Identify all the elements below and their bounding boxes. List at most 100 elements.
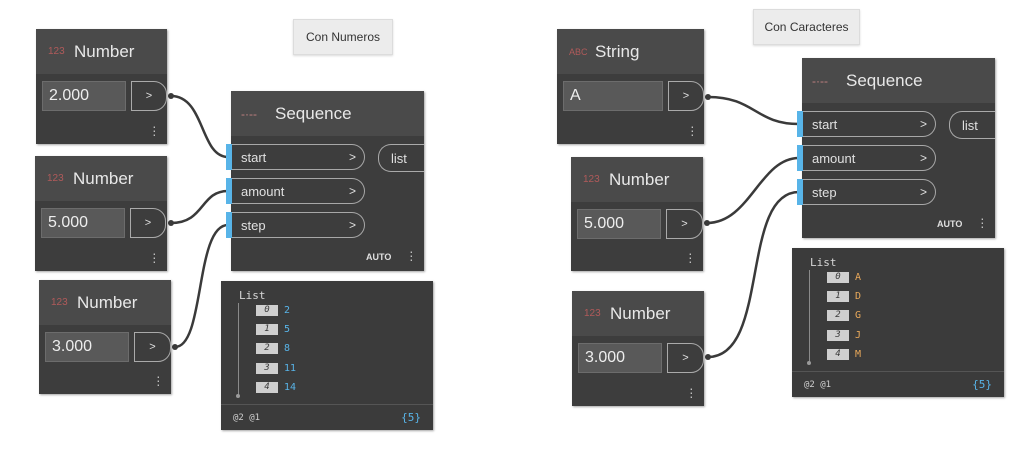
wire-endpoint: [168, 220, 174, 226]
wire-endpoint: [704, 220, 710, 226]
list-item: 1 D: [827, 289, 861, 303]
item-index: 3: [827, 329, 849, 341]
number-value-field[interactable]: 3.000: [578, 343, 662, 373]
node-menu-icon[interactable]: · · ·: [688, 245, 693, 269]
output-port[interactable]: >: [666, 209, 703, 239]
string-value-field[interactable]: A: [563, 81, 663, 111]
output-port[interactable]: >: [668, 81, 704, 111]
output-port[interactable]: >: [131, 81, 167, 111]
watch-preview: List 0 A 1 D 2 G 3 J 4 M @2 @1 {5}: [792, 248, 1004, 397]
input-port-step[interactable]: step >: [797, 179, 936, 205]
port-arrow: >: [348, 150, 356, 164]
input-port-amount[interactable]: amount >: [797, 145, 936, 171]
number-value-field[interactable]: 2.000: [42, 81, 126, 111]
node-title: String: [595, 41, 640, 61]
number-node[interactable]: 123 Number 3.000 > · · ·: [572, 291, 704, 406]
node-title: Number: [77, 292, 138, 312]
preview-tree-line: [809, 270, 810, 364]
node-header[interactable]: -·-- Sequence: [231, 91, 424, 136]
sequence-type-icon: -·--: [812, 73, 828, 88]
list-levels[interactable]: @2 @1: [233, 412, 261, 423]
number-node[interactable]: 123 Number 3.000 > · · ·: [39, 280, 171, 394]
number-node[interactable]: 123 Number 2.000 > · · ·: [36, 29, 167, 144]
port-arrow: >: [919, 117, 927, 131]
node-header[interactable]: ABC String: [557, 29, 704, 74]
number-node[interactable]: 123 Number 5.000 > · · ·: [35, 156, 167, 271]
node-menu-icon[interactable]: · · ·: [690, 118, 695, 142]
node-menu-icon[interactable]: · · ·: [689, 380, 694, 404]
input-port-step[interactable]: step >: [226, 212, 365, 238]
port-arrow: >: [348, 218, 356, 232]
number-value-field[interactable]: 3.000: [45, 332, 129, 362]
number-node[interactable]: 123 Number 5.000 > · · ·: [571, 157, 703, 271]
preview-footer: @2 @1 {5}: [792, 371, 1004, 397]
item-value: D: [855, 290, 862, 302]
output-port[interactable]: >: [667, 343, 704, 373]
item-value: 8: [284, 342, 291, 354]
wire-endpoint: [705, 354, 711, 360]
node-menu-icon[interactable]: · · ·: [409, 243, 414, 267]
number-value-field[interactable]: 5.000: [41, 208, 125, 238]
item-value: G: [855, 309, 862, 321]
list-levels[interactable]: @2 @1: [804, 379, 832, 390]
input-port-amount[interactable]: amount >: [226, 178, 365, 204]
list-item: 0 2: [256, 303, 290, 317]
list-item: 2 G: [827, 308, 861, 322]
number-type-icon: 123: [48, 46, 65, 57]
port-name: start: [241, 149, 267, 165]
wire-endpoint: [705, 94, 711, 100]
node-header[interactable]: -·-- Sequence: [802, 58, 995, 103]
port-arrow: >: [919, 185, 927, 199]
item-index: 0: [827, 271, 849, 283]
preview-footer: @2 @1 {5}: [221, 404, 433, 430]
wire-number-start-left: [170, 94, 229, 159]
output-port-list[interactable]: list: [378, 144, 424, 172]
number-type-icon: 123: [584, 308, 601, 319]
port-name: start: [812, 116, 838, 132]
item-index: 4: [256, 381, 278, 393]
wire-endpoint: [172, 344, 178, 350]
output-port[interactable]: >: [130, 208, 166, 238]
node-title: Number: [73, 168, 134, 188]
output-port-list[interactable]: list: [949, 111, 995, 139]
lacing-label[interactable]: AUTO: [366, 252, 392, 262]
sequence-node[interactable]: -·-- Sequence start > amount > step > li…: [797, 58, 995, 238]
node-title: Number: [74, 41, 135, 61]
sequence-type-icon: -·--: [241, 106, 257, 121]
node-header[interactable]: 123 Number: [35, 156, 167, 201]
string-node[interactable]: ABC String A > · · ·: [557, 29, 704, 144]
wire-endpoint: [168, 93, 174, 99]
preview-title: List: [810, 256, 837, 269]
list-item: 4 M: [827, 347, 861, 361]
group-label-text: Con Caracteres: [764, 20, 849, 34]
node-header[interactable]: 123 Number: [39, 280, 171, 325]
port-name: amount: [241, 183, 285, 199]
list-item: 3 J: [827, 328, 861, 342]
output-port[interactable]: >: [134, 332, 171, 362]
input-port-start[interactable]: start >: [226, 144, 365, 170]
port-name: step: [812, 184, 837, 200]
item-value: 2: [284, 304, 291, 316]
item-index: 2: [256, 342, 278, 354]
sequence-node[interactable]: -·-- Sequence start > amount > step > li…: [226, 91, 424, 271]
port-indicator: [797, 179, 803, 205]
group-label-numeros[interactable]: Con Numeros: [293, 19, 393, 55]
item-value: A: [855, 271, 862, 283]
preview-tree-line: [238, 303, 239, 397]
group-label-caracteres[interactable]: Con Caracteres: [753, 9, 860, 45]
port-arrow: >: [348, 184, 356, 198]
input-port-start[interactable]: start >: [797, 111, 936, 137]
node-menu-icon[interactable]: · · ·: [980, 210, 985, 234]
node-header[interactable]: 123 Number: [571, 157, 703, 202]
item-count: {5}: [401, 411, 421, 424]
port-name: step: [241, 217, 266, 233]
node-header[interactable]: 123 Number: [36, 29, 167, 74]
wire-number-amount-right: [706, 156, 800, 225]
number-value-field[interactable]: 5.000: [577, 209, 661, 239]
node-menu-icon[interactable]: · · ·: [156, 368, 161, 392]
item-index: 2: [827, 309, 849, 321]
lacing-label[interactable]: AUTO: [937, 219, 963, 229]
node-menu-icon[interactable]: · · ·: [152, 118, 157, 142]
node-menu-icon[interactable]: · · ·: [152, 245, 157, 269]
node-header[interactable]: 123 Number: [572, 291, 704, 336]
